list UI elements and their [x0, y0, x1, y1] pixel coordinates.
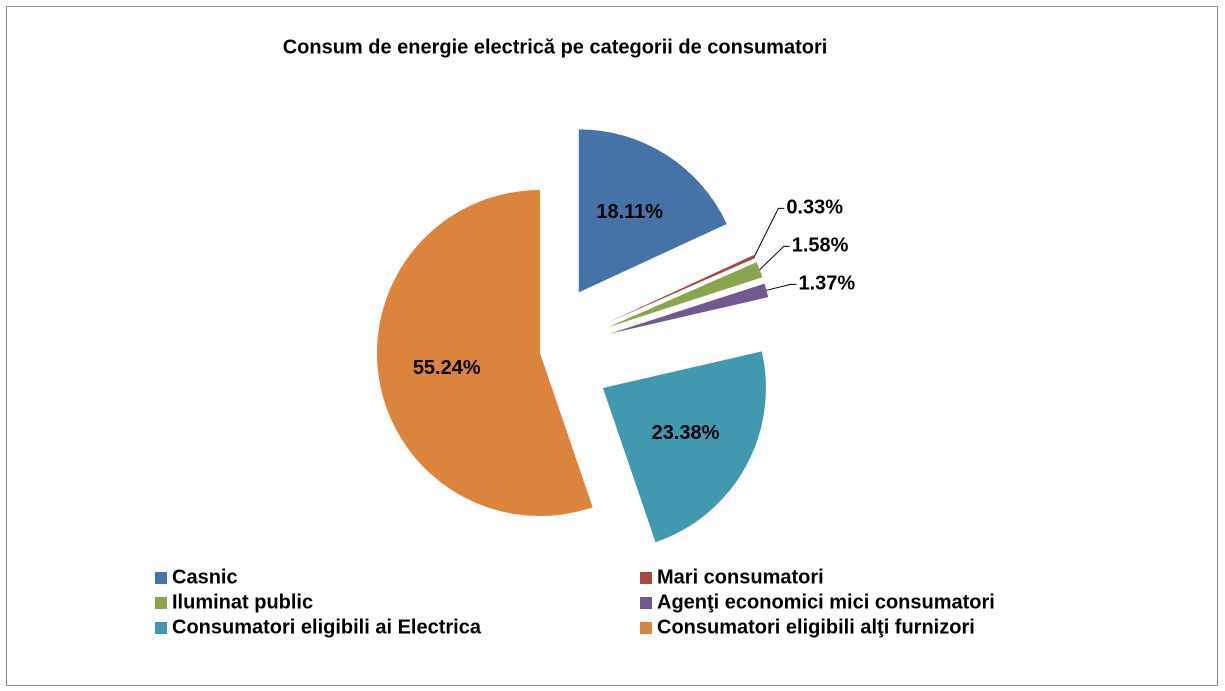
pie-slice [602, 351, 766, 543]
legend-label: Casnic [172, 566, 238, 588]
legend-swatch [155, 597, 167, 609]
data-label: 1.58% [792, 235, 849, 257]
leader-line [766, 283, 797, 291]
legend-label: Agenţi economici mici consumatori [657, 591, 995, 613]
data-label: 18.11% [596, 201, 663, 223]
legend-swatch [640, 572, 652, 584]
leader-line [759, 245, 790, 270]
legend-swatch [640, 622, 652, 634]
legend-label: Mari consumatori [657, 566, 824, 588]
pie-slice [376, 190, 593, 516]
legend-label: Iluminat public [172, 591, 313, 613]
data-label: 1.37% [798, 273, 855, 295]
pie-slice [609, 283, 769, 334]
chart-border [6, 6, 1218, 686]
legend-label: Consumatori eligibili ai Electrica [172, 616, 482, 638]
pie-slice [607, 262, 763, 328]
legend-label: Consumatori eligibili alţi furnizori [657, 616, 975, 638]
chart-title: Consum de energie electrică pe categorii… [283, 36, 828, 58]
pie-slice [578, 129, 727, 293]
data-label: 23.38% [652, 422, 720, 444]
pie-slice [605, 255, 756, 324]
legend-swatch [640, 597, 652, 609]
legend-swatch [155, 622, 167, 634]
leader-line [753, 207, 785, 257]
legend-swatch [155, 572, 167, 584]
data-label: 0.33% [786, 197, 843, 219]
data-label: 55.24% [413, 357, 481, 379]
